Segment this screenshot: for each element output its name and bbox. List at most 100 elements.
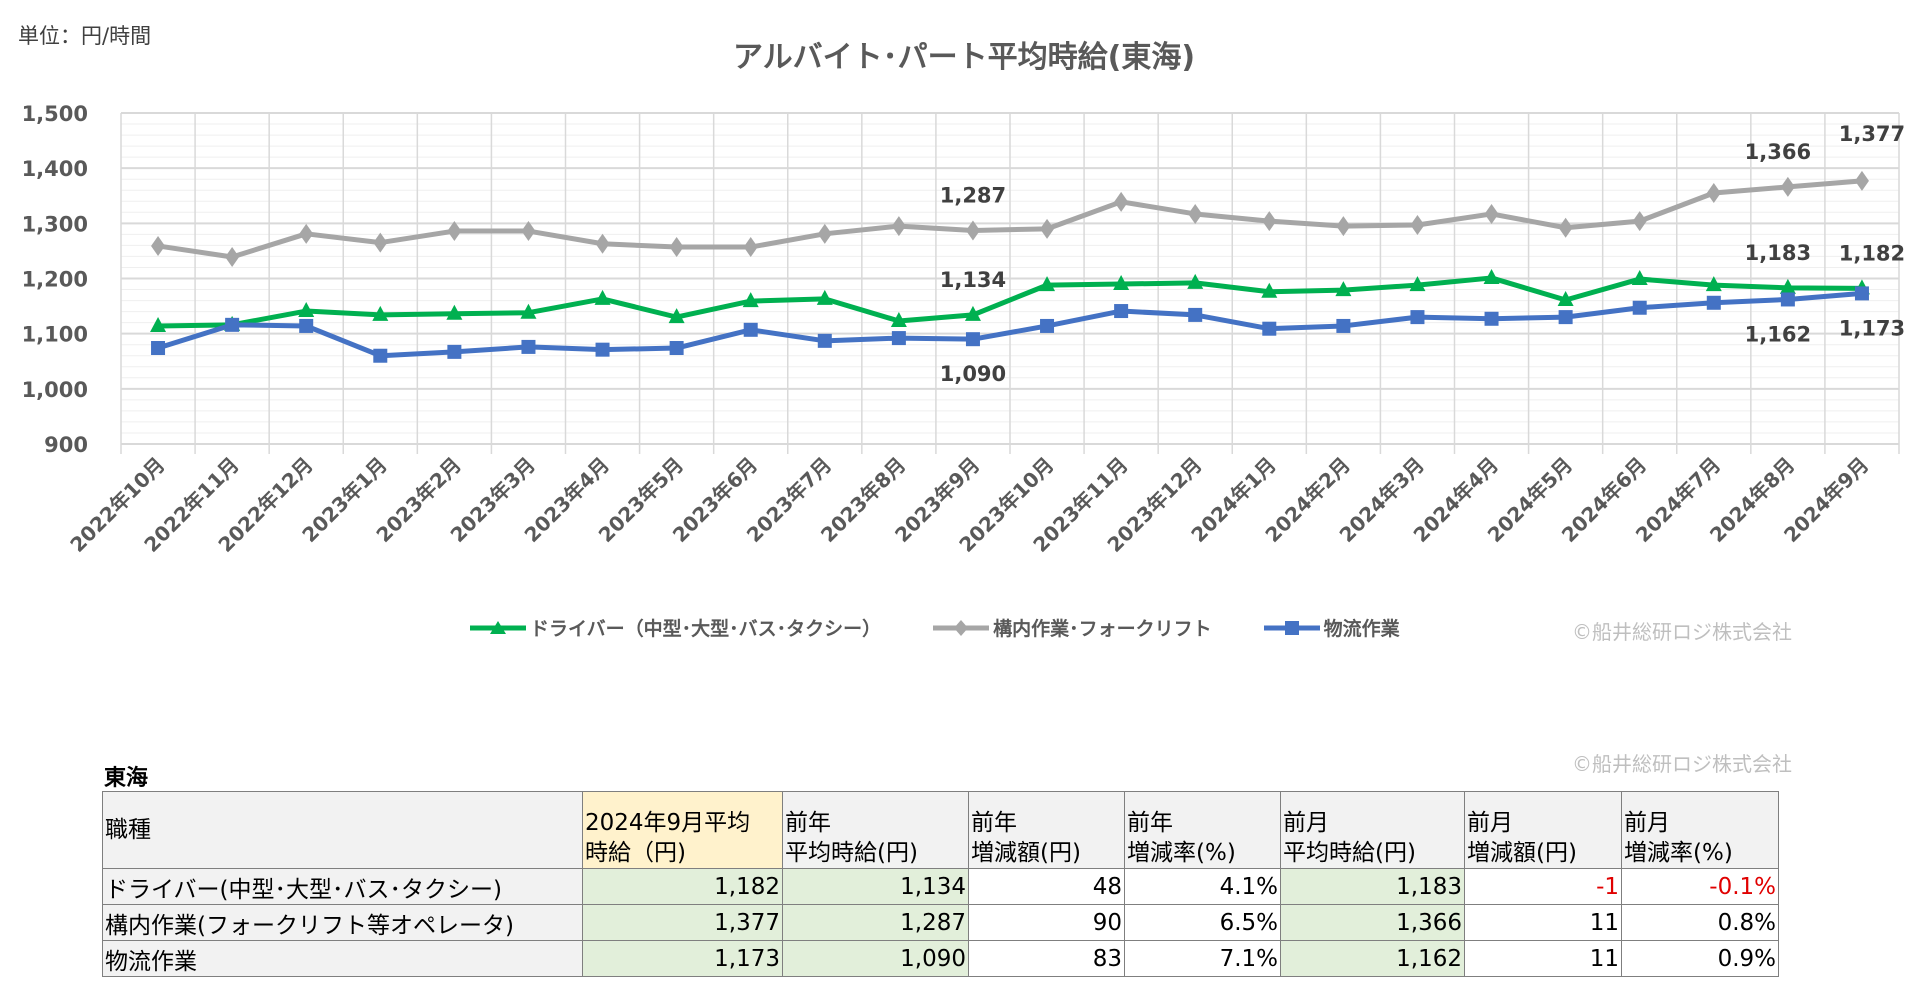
table-row: 物流作業 1,173 1,090 83 7.1% 1,162 11 0.9% bbox=[102, 940, 1779, 977]
data-point-triangle bbox=[668, 308, 685, 324]
table-header-row: 職種 2024年9月平均 時給（円) 前年 平均時給(円) 前年 増減額(円) 前年 増減率(%… bbox=[102, 791, 1779, 869]
unit-label: 単位：円/時間 bbox=[18, 24, 152, 48]
data-point-triangle bbox=[1113, 275, 1130, 291]
data-point-square bbox=[299, 318, 314, 333]
value-cell: 1,162 bbox=[1280, 940, 1465, 977]
data-point-diamond bbox=[965, 220, 980, 241]
data-point-diamond bbox=[1040, 218, 1055, 239]
value-cell: 4.1% bbox=[1124, 868, 1281, 905]
table-row: 構内作業(フォークリフト等オペレータ) 1,377 1,287 90 6.5% 1,366… bbox=[102, 904, 1779, 941]
value-cell: 1,090 bbox=[782, 940, 969, 977]
data-label: 1,183 bbox=[1745, 241, 1811, 265]
data-point-square bbox=[225, 317, 240, 332]
column-header-line: 前月 bbox=[1624, 810, 1670, 836]
y-tick-label: 1,000 bbox=[22, 378, 88, 402]
legend-label: 構内作業･フォークリフト bbox=[993, 618, 1212, 640]
column-header-line: 前年 bbox=[1127, 810, 1173, 836]
data-point-square bbox=[151, 341, 166, 356]
column-header-line: 前年 bbox=[971, 810, 1017, 836]
chart-title: アルバイト･パート平均時給(東海) bbox=[732, 40, 1196, 75]
wage-table: 職種 2024年9月平均 時給（円) 前年 平均時給(円) 前年 増減額(円) 前年 増減率(%… bbox=[102, 791, 1779, 977]
data-point-square bbox=[1558, 310, 1573, 325]
data-point-square bbox=[669, 341, 684, 356]
data-label: 1,134 bbox=[940, 268, 1006, 292]
column-header-line: 前月 bbox=[1283, 810, 1329, 836]
data-point-triangle bbox=[372, 305, 389, 321]
copyright-table: ©船井総研ロジ株式会社 bbox=[1572, 752, 1792, 776]
data-point-square bbox=[373, 348, 388, 363]
data-point-diamond bbox=[1410, 214, 1425, 235]
data-point-diamond bbox=[743, 237, 758, 258]
data-point-diamond bbox=[1706, 182, 1721, 203]
column-header-line: 増減率(%) bbox=[1127, 840, 1236, 866]
data-point-square bbox=[1114, 304, 1129, 319]
line-chart: 9001,0001,1001,2001,3001,4001,5002022年10… bbox=[22, 102, 1906, 557]
value-cell: 48 bbox=[968, 868, 1125, 905]
data-point-diamond bbox=[1558, 217, 1573, 238]
data-label: 1,366 bbox=[1745, 140, 1811, 164]
legend-item-logistics: 物流作業 bbox=[1263, 614, 1400, 641]
data-point-triangle bbox=[1039, 276, 1056, 292]
value-cell: 6.5% bbox=[1124, 904, 1281, 941]
value-cell: 1,287 bbox=[782, 904, 969, 941]
column-header-line: 増減額(円) bbox=[971, 840, 1081, 866]
data-point-diamond bbox=[1114, 191, 1129, 212]
column-header-line: 職種 bbox=[105, 817, 151, 843]
column-header-line: 平均時給(円) bbox=[785, 840, 918, 866]
data-point-triangle bbox=[1705, 276, 1722, 292]
column-header-line: 時給（円) bbox=[585, 840, 686, 866]
y-tick-label: 1,500 bbox=[22, 102, 88, 126]
column-header-line: 増減率(%) bbox=[1624, 840, 1733, 866]
column-header: 前月 平均時給(円) bbox=[1280, 791, 1465, 869]
column-header-line: 2024年9月平均 bbox=[585, 810, 751, 836]
data-point-square bbox=[1780, 292, 1795, 307]
value-cell: 1,134 bbox=[782, 868, 969, 905]
data-point-square bbox=[1188, 307, 1203, 322]
data-point-triangle bbox=[520, 303, 537, 319]
data-point-diamond bbox=[817, 223, 832, 244]
y-tick-label: 1,300 bbox=[22, 212, 88, 236]
data-point-square bbox=[743, 322, 758, 337]
column-header: 前年増減率(%) bbox=[1124, 791, 1281, 869]
data-point-diamond bbox=[225, 246, 240, 267]
data-label: 1,090 bbox=[940, 362, 1006, 386]
data-point-triangle bbox=[594, 289, 611, 305]
value-cell: -0.1% bbox=[1621, 868, 1779, 905]
data-point-square bbox=[1632, 300, 1647, 315]
data-point-triangle bbox=[1409, 276, 1426, 292]
job-type-cell: ドライバー(中型･大型･バス･タクシー) bbox=[102, 868, 583, 905]
data-point-diamond bbox=[669, 237, 684, 258]
data-point-triangle bbox=[816, 289, 833, 305]
data-point-diamond bbox=[891, 216, 906, 237]
data-point-diamond bbox=[1336, 216, 1351, 237]
column-header: 前年増減額(円) bbox=[968, 791, 1125, 869]
data-point-triangle bbox=[1261, 282, 1278, 298]
data-point-triangle bbox=[446, 304, 463, 320]
data-point-triangle bbox=[1631, 270, 1648, 286]
y-tick-label: 900 bbox=[44, 433, 88, 457]
data-point-square bbox=[1262, 321, 1277, 336]
column-header: 前月増減率(%) bbox=[1621, 791, 1779, 869]
value-cell: 7.1% bbox=[1124, 940, 1281, 977]
data-point-triangle bbox=[1483, 268, 1500, 284]
data-point-triangle bbox=[1187, 273, 1204, 289]
series-line bbox=[158, 275, 1862, 329]
data-point-square bbox=[595, 342, 610, 357]
data-point-square bbox=[521, 339, 536, 354]
data-point-diamond bbox=[299, 223, 314, 244]
data-point-triangle bbox=[298, 302, 315, 318]
legend-item-driver: ドライバー（中型･大型･バス･タクシー） bbox=[470, 614, 881, 641]
square-marker-icon bbox=[1263, 620, 1320, 635]
data-label: 1,287 bbox=[940, 184, 1006, 208]
data-point-diamond bbox=[1854, 170, 1869, 191]
data-point-square bbox=[817, 333, 832, 348]
job-type-cell: 構内作業(フォークリフト等オペレータ) bbox=[102, 904, 583, 941]
value-cell: 1,182 bbox=[582, 868, 783, 905]
data-point-triangle bbox=[150, 316, 167, 332]
value-cell: 1,377 bbox=[582, 904, 783, 941]
value-cell: 0.9% bbox=[1621, 940, 1779, 977]
value-cell: 11 bbox=[1464, 940, 1622, 977]
column-header-line: 前月 bbox=[1467, 810, 1513, 836]
data-point-triangle bbox=[890, 311, 907, 327]
value-cell: 83 bbox=[968, 940, 1125, 977]
